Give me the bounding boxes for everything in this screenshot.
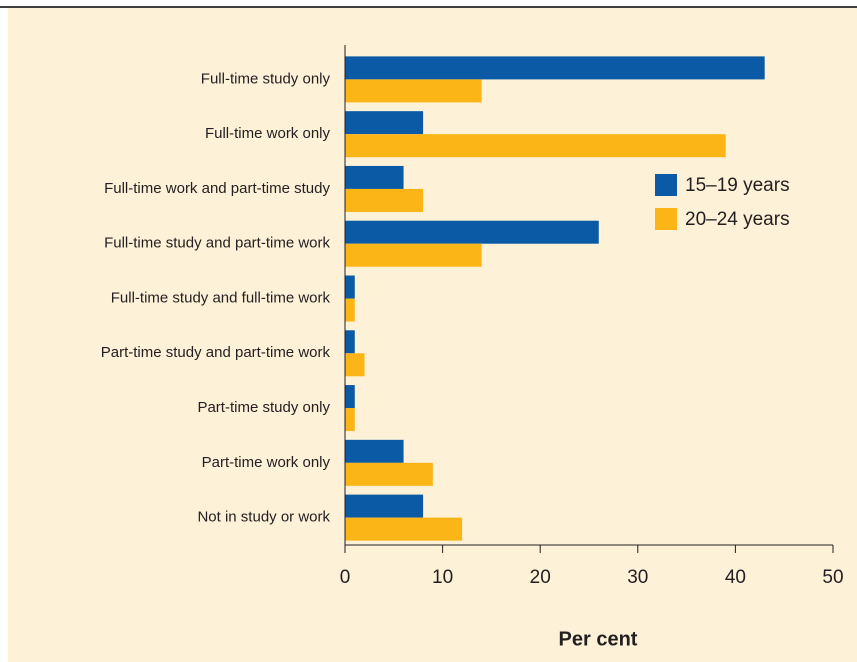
background <box>8 8 857 662</box>
y-tick-label: Not in study or work <box>197 509 330 526</box>
bar <box>345 243 482 267</box>
bar <box>345 462 433 486</box>
bar <box>345 111 424 135</box>
x-tick-label: 20 <box>530 567 551 588</box>
bar <box>345 188 424 212</box>
y-tick-label: Full-time study and part-time work <box>104 235 330 252</box>
bar <box>345 517 463 541</box>
bar <box>345 330 355 354</box>
bar <box>345 408 355 432</box>
x-tick-label: 30 <box>627 567 648 588</box>
legend-swatch <box>655 208 677 230</box>
bar <box>345 385 355 409</box>
bar <box>345 494 424 518</box>
bar <box>345 439 404 463</box>
bar <box>345 275 355 299</box>
bar <box>345 298 355 322</box>
bar <box>345 134 726 158</box>
legend-label: 20–24 years <box>685 209 790 230</box>
y-tick-label: Part-time study and part-time work <box>101 344 331 361</box>
y-tick-label: Full-time study and full-time work <box>111 289 331 306</box>
y-tick-label: Full-time work and part-time study <box>104 180 330 197</box>
y-tick-label: Part-time study only <box>197 399 330 416</box>
x-tick-label: 10 <box>432 567 453 588</box>
y-tick-label: Full-time study only <box>201 70 331 87</box>
bar <box>345 353 365 377</box>
x-tick-label: 40 <box>725 567 746 588</box>
y-tick-label: Part-time work only <box>202 454 331 471</box>
x-tick-label: 50 <box>822 567 843 588</box>
x-axis-label: Per cent <box>559 628 638 650</box>
legend-swatch <box>655 174 677 196</box>
bar <box>345 56 765 80</box>
bar <box>345 165 404 189</box>
bar <box>345 79 482 103</box>
legend-label: 15–19 years <box>685 175 790 196</box>
y-tick-label: Full-time work only <box>205 125 331 142</box>
bar <box>345 220 599 244</box>
x-tick-label: 0 <box>340 567 351 588</box>
